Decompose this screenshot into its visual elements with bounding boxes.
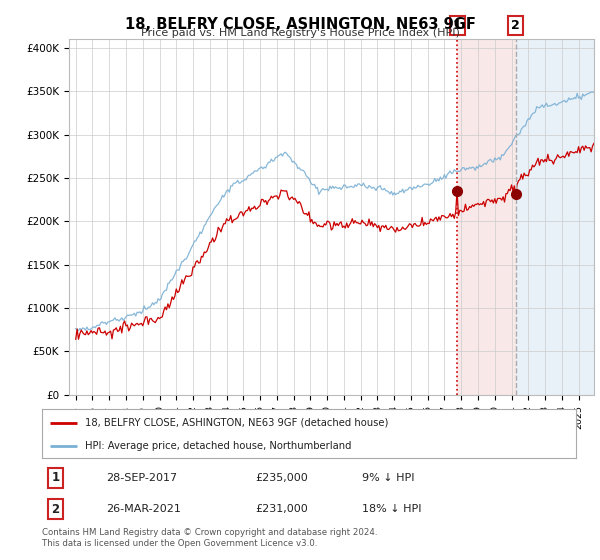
Text: Price paid vs. HM Land Registry's House Price Index (HPI): Price paid vs. HM Land Registry's House … bbox=[140, 28, 460, 38]
Text: £235,000: £235,000 bbox=[256, 473, 308, 483]
Text: 18% ↓ HPI: 18% ↓ HPI bbox=[362, 504, 422, 514]
Text: 1: 1 bbox=[452, 19, 461, 32]
Text: 2: 2 bbox=[511, 19, 520, 32]
Bar bbox=[457, 39, 516, 395]
Text: 18, BELFRY CLOSE, ASHINGTON, NE63 9GF (detached house): 18, BELFRY CLOSE, ASHINGTON, NE63 9GF (d… bbox=[85, 418, 388, 428]
Text: 2: 2 bbox=[51, 503, 59, 516]
Text: 1: 1 bbox=[51, 471, 59, 484]
Text: HPI: Average price, detached house, Northumberland: HPI: Average price, detached house, Nort… bbox=[85, 441, 351, 451]
Text: This data is licensed under the Open Government Licence v3.0.: This data is licensed under the Open Gov… bbox=[42, 539, 317, 548]
Text: 9% ↓ HPI: 9% ↓ HPI bbox=[362, 473, 415, 483]
Text: £231,000: £231,000 bbox=[256, 504, 308, 514]
Text: 26-MAR-2021: 26-MAR-2021 bbox=[106, 504, 181, 514]
Text: 18, BELFRY CLOSE, ASHINGTON, NE63 9GF: 18, BELFRY CLOSE, ASHINGTON, NE63 9GF bbox=[125, 17, 475, 32]
Text: Contains HM Land Registry data © Crown copyright and database right 2024.: Contains HM Land Registry data © Crown c… bbox=[42, 528, 377, 536]
Text: 28-SEP-2017: 28-SEP-2017 bbox=[106, 473, 177, 483]
Bar bbox=[516, 39, 594, 395]
